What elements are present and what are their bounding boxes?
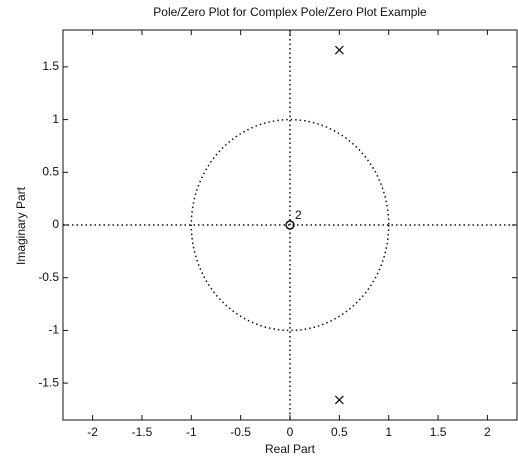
zero-marker xyxy=(285,220,295,230)
x-tick-label: 1 xyxy=(385,425,392,439)
x-tick-label: -0.5 xyxy=(230,425,251,439)
x-tick-label: 0 xyxy=(287,425,294,439)
y-tick-label: 0.5 xyxy=(42,164,59,178)
x-tick-label: -1 xyxy=(186,425,197,439)
y-tick-label: 1.5 xyxy=(42,59,59,73)
y-tick-label: -1 xyxy=(48,323,59,337)
x-axis-label: Real Part xyxy=(265,442,316,456)
x-tick-label: -1.5 xyxy=(132,425,153,439)
unit-circle xyxy=(190,118,390,332)
x-tick-label: 1.5 xyxy=(430,425,447,439)
y-tick-label: -1.5 xyxy=(38,375,59,389)
x-tick-label: 2 xyxy=(484,425,491,439)
chart-title: Pole/Zero Plot for Complex Pole/Zero Plo… xyxy=(153,5,427,19)
y-tick-label: 0 xyxy=(52,217,59,231)
x-tick-label: 0.5 xyxy=(331,425,348,439)
x-tick-label: -2 xyxy=(87,425,98,439)
pole-marker xyxy=(334,395,344,405)
y-axis-label: Imaginary Part xyxy=(14,186,28,265)
y-tick-label: -0.5 xyxy=(38,270,59,284)
y-tick-label: 1 xyxy=(52,112,59,126)
multiplicity-label: 2 xyxy=(295,208,302,222)
pole-marker xyxy=(334,45,344,55)
